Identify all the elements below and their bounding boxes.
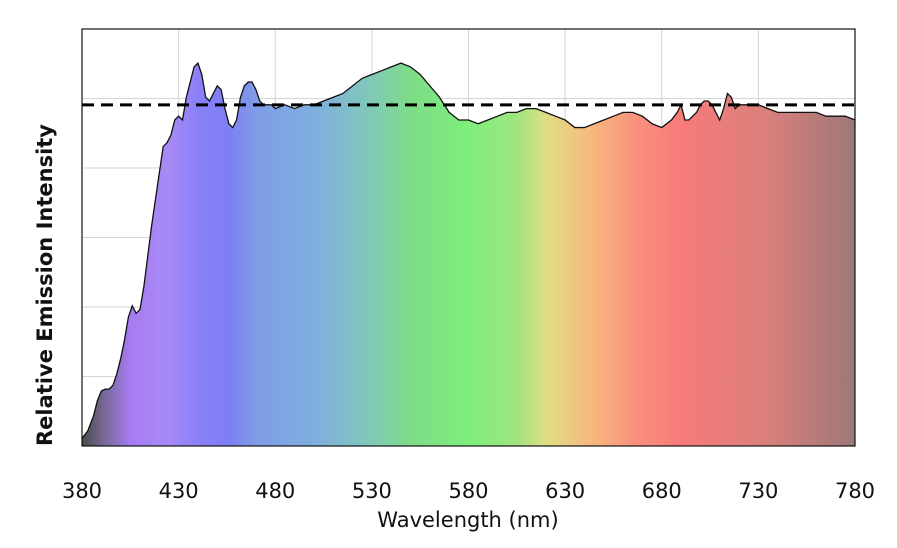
x-tick-label: 680 xyxy=(642,479,682,503)
x-tick-label: 580 xyxy=(448,479,488,503)
x-axis-title: Wavelength (nm) xyxy=(377,508,558,532)
x-tick-label: 480 xyxy=(255,479,295,503)
x-tick-label: 630 xyxy=(545,479,585,503)
x-tick-label: 380 xyxy=(62,479,102,503)
spectrum-area xyxy=(82,63,855,447)
x-tick-label: 780 xyxy=(835,479,875,503)
x-tick-label: 730 xyxy=(738,479,778,503)
x-tick-label: 530 xyxy=(352,479,392,503)
x-tick-labels: 380 430 480 530 580 630 680 730 780 xyxy=(62,479,875,503)
y-axis-title: Relative Emission Intensity xyxy=(33,124,57,446)
plot-frame xyxy=(81,28,856,447)
spectrum-line xyxy=(81,61,856,439)
x-tick-label: 430 xyxy=(159,479,199,503)
